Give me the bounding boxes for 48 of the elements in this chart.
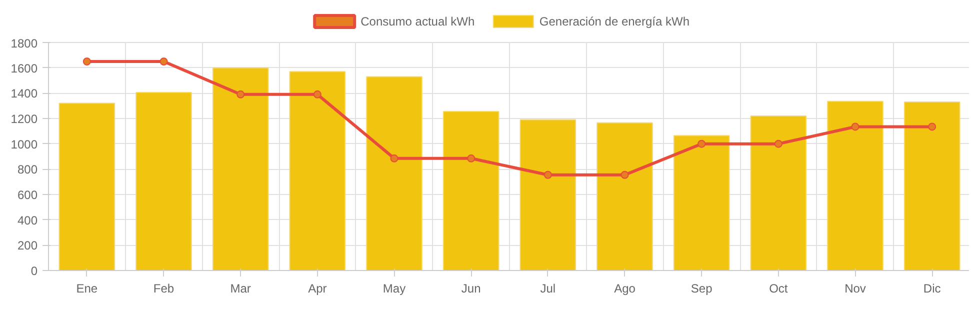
- legend-label: Generación de energía kWh: [539, 14, 690, 28]
- x-tick-label: Jul: [540, 282, 556, 296]
- x-tick-label: Feb: [153, 282, 174, 296]
- point: [774, 140, 782, 148]
- point: [928, 122, 936, 131]
- y-tick-label: 1400: [10, 86, 38, 101]
- x-tick-label: Oct: [769, 282, 788, 296]
- bar: [827, 100, 884, 270]
- point: [390, 154, 398, 162]
- bar: [136, 92, 192, 270]
- x-tick-label: Jun: [461, 282, 481, 296]
- bar: [596, 122, 653, 270]
- x-tick-label: Ago: [614, 282, 636, 296]
- bar: [58, 102, 116, 270]
- y-tick-label: 1200: [10, 112, 38, 126]
- point: [620, 170, 629, 179]
- x-tick-label: Apr: [308, 282, 327, 296]
- x-tick-label: Sep: [690, 282, 713, 296]
- bar: [904, 102, 960, 270]
- x-tick-label: Ene: [76, 282, 98, 296]
- y-tick-label: 0: [30, 264, 38, 278]
- point: [313, 90, 322, 98]
- bar: [366, 76, 422, 270]
- x-tick-label: May: [382, 282, 406, 296]
- x-tick-label: Dic: [923, 282, 941, 296]
- y-tick-label: 1800: [10, 36, 38, 50]
- bar: [673, 135, 730, 270]
- x-tick-label: Nov: [844, 282, 866, 296]
- bar: [520, 119, 576, 270]
- y-tick-label: 1600: [10, 61, 38, 76]
- y-tick-label: 800: [17, 162, 38, 177]
- point: [851, 122, 860, 131]
- point: [698, 140, 706, 148]
- bar: [212, 67, 269, 270]
- y-tick-label: 400: [17, 213, 38, 228]
- y-tick-label: 1000: [10, 137, 38, 152]
- y-tick-label: 600: [17, 188, 38, 202]
- legend-label: Consumo actual kWh: [360, 14, 475, 28]
- point: [236, 90, 245, 98]
- bar: [750, 115, 807, 270]
- x-tick-label: Mar: [230, 282, 251, 296]
- y-tick-label: 200: [17, 238, 38, 253]
- point: [82, 58, 91, 66]
- bar: [442, 111, 500, 270]
- bar: [289, 71, 346, 270]
- point: [467, 154, 476, 162]
- point: [544, 170, 552, 179]
- point: [160, 58, 168, 66]
